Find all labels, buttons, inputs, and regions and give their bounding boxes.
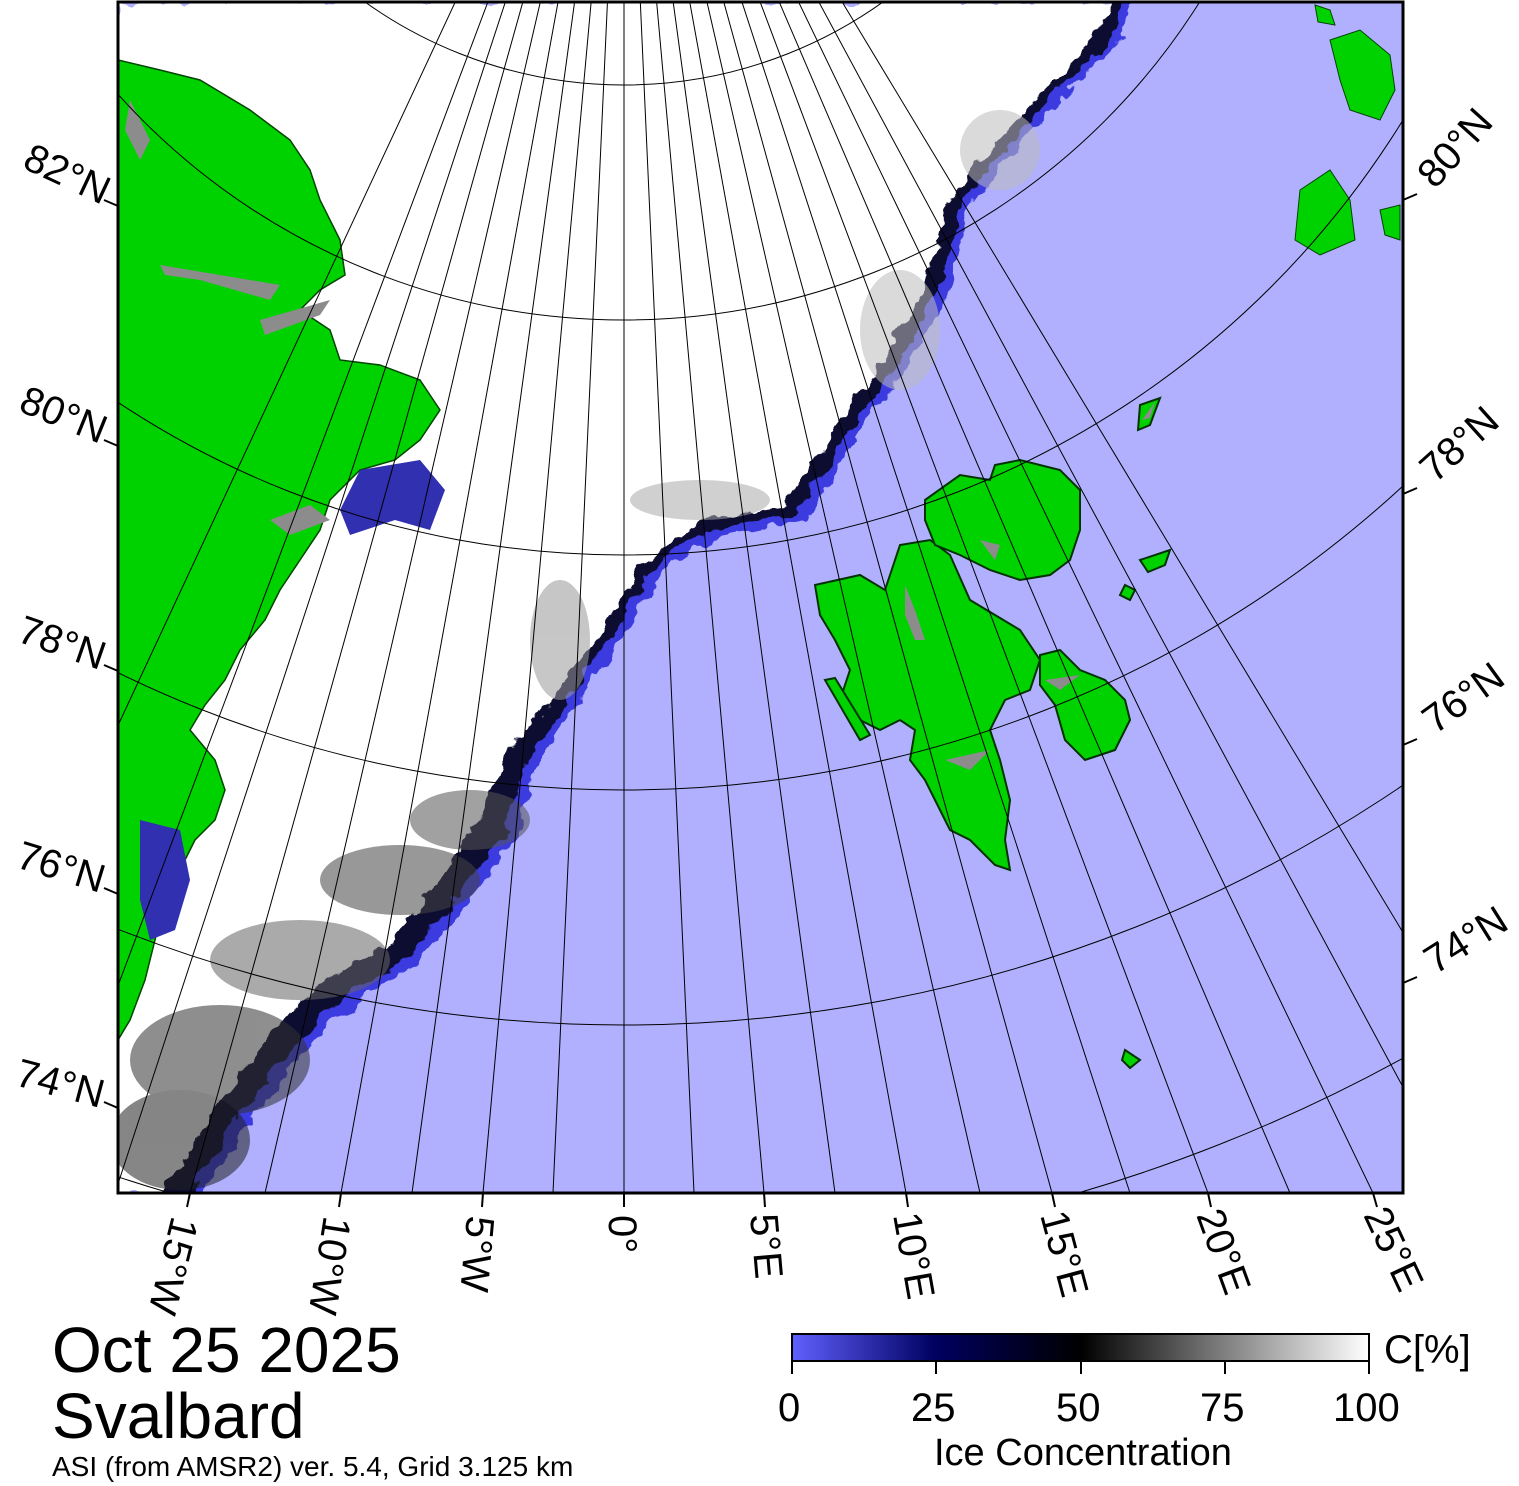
colorbar-title: Ice Concentration — [934, 1432, 1232, 1474]
polynya — [340, 460, 445, 535]
lon-label-15e: 15°E — [1031, 1206, 1096, 1302]
polynya-south — [140, 820, 190, 940]
lat-label-right-78: 78°N — [1412, 398, 1508, 491]
lat-label-left-80: 80°N — [14, 378, 113, 452]
lon-label-15w: 15°W — [139, 1213, 206, 1319]
colorbar-gradient — [791, 1333, 1370, 1362]
lon-label-10w: 10°W — [300, 1214, 359, 1318]
lat-label-left-74: 74°N — [11, 1051, 109, 1117]
longitude-labels: 15°W 10°W 5°W 0° 5°E 10°E 15°E 20°E 25°E — [139, 1200, 1431, 1319]
map-source-subtitle: ASI (from AMSR2) ver. 5.4, Grid 3.125 km — [52, 1451, 574, 1482]
svalbard-glacier-shading — [905, 402, 1155, 770]
colorbar — [791, 1333, 1370, 1374]
lon-label-10e: 10°E — [884, 1209, 942, 1302]
ice-texture — [118, 110, 1040, 1190]
map-frame — [116, 0, 1405, 1195]
greenland-land — [118, 59, 441, 1042]
lon-label-0: 0° — [600, 1215, 644, 1253]
map-date: Oct 25 2025 — [52, 1314, 401, 1386]
colorbar-tick-label-100: 100 — [1333, 1386, 1400, 1430]
latitude-labels-left: 82°N 80°N 78°N 76°N 74°N — [11, 136, 116, 1117]
lat-label-right-80: 80°N — [1409, 100, 1502, 196]
lat-label-right-74: 74°N — [1416, 898, 1515, 983]
northeast-islands — [1294, 4, 1401, 256]
lon-label-20e: 20°E — [1188, 1203, 1259, 1300]
lon-label-5e: 5°E — [741, 1212, 790, 1281]
lat-label-left-82: 82°N — [17, 136, 117, 214]
colorbar-tick-label-50: 50 — [1056, 1386, 1101, 1430]
longitude-lines — [118, 2, 1403, 1193]
colorbar-tick-label-25: 25 — [911, 1386, 956, 1430]
lat-label-left-78: 78°N — [13, 608, 112, 679]
lat-label-right-76: 76°N — [1414, 654, 1512, 742]
lon-label-5w: 5°W — [451, 1214, 501, 1294]
colorbar-unit: C[%] — [1384, 1328, 1471, 1372]
latitude-labels-right: 80°N 78°N 76°N 74°N — [1409, 100, 1516, 982]
colorbar-ticks — [791, 1361, 1370, 1374]
lat-label-left-76: 76°N — [12, 833, 110, 901]
map-region-title: Svalbard — [52, 1380, 305, 1452]
lon-label-25e: 25°E — [1355, 1200, 1432, 1298]
colorbar-tick-label-0: 0 — [778, 1386, 801, 1430]
colorbar-tick-label-75: 75 — [1200, 1386, 1245, 1430]
axis-ticks — [103, 193, 1418, 1208]
